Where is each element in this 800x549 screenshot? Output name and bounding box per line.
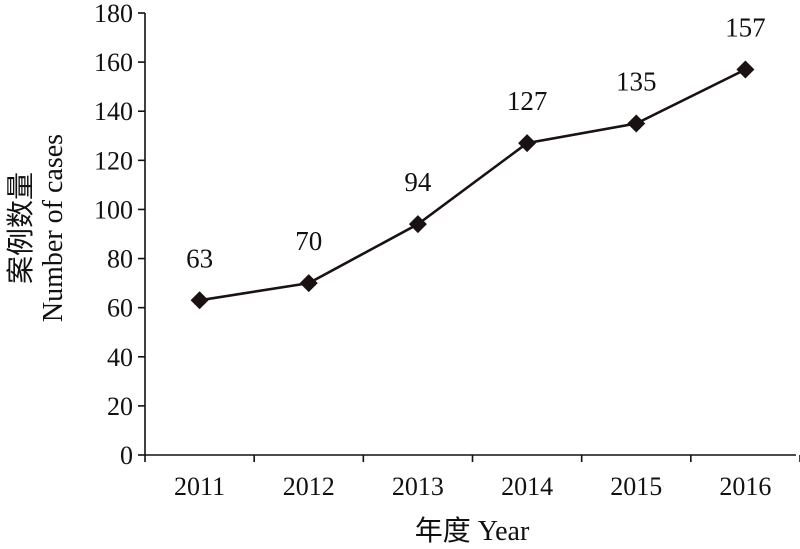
y-axis-title-english: Number of cases	[38, 134, 69, 322]
y-axis-title-chinese: 案例数量	[5, 172, 37, 284]
x-tick-label: 2012	[283, 472, 335, 501]
data-point-marker	[190, 291, 209, 310]
y-axis-title: 案例数量 Number of cases	[5, 134, 69, 322]
data-point-marker	[518, 134, 537, 153]
data-label: 94	[404, 167, 432, 197]
data-label: 127	[507, 86, 548, 116]
y-tick-label: 120	[94, 146, 133, 175]
data-point-marker	[736, 60, 755, 79]
x-tick-label: 2013	[392, 472, 444, 501]
data-labels: 63 70 94 127 135 157	[186, 12, 766, 273]
y-tick-label: 0	[120, 441, 133, 470]
x-axis-ticks: 2011 2012 2013 2014 2015 2016	[144, 455, 800, 501]
data-label: 70	[295, 226, 322, 256]
y-tick-label: 20	[107, 392, 133, 421]
y-tick-label: 100	[94, 195, 133, 224]
y-tick-label: 180	[94, 0, 133, 28]
data-label: 157	[725, 12, 766, 42]
y-tick-label: 140	[94, 97, 133, 126]
data-point-marker	[299, 274, 318, 293]
x-tick-label: 2015	[610, 472, 662, 501]
y-tick-label: 40	[107, 343, 133, 372]
series-line	[199, 68, 746, 302]
x-tick-label: 2014	[501, 472, 553, 501]
data-markers	[190, 60, 755, 310]
data-point-marker	[627, 114, 646, 133]
data-label: 135	[616, 67, 657, 97]
y-tick-label: 160	[94, 48, 133, 77]
x-tick-label: 2011	[174, 472, 225, 501]
y-tick-label: 60	[107, 294, 133, 323]
data-point-marker	[408, 215, 427, 234]
data-label: 63	[186, 243, 213, 273]
x-axis-title: 年度 Year	[415, 515, 530, 547]
y-tick-label: 80	[107, 245, 133, 274]
y-axis-ticks: 0 20 40 60 80 100 120 140 160 180	[94, 0, 145, 470]
x-tick-label: 2016	[719, 472, 771, 501]
